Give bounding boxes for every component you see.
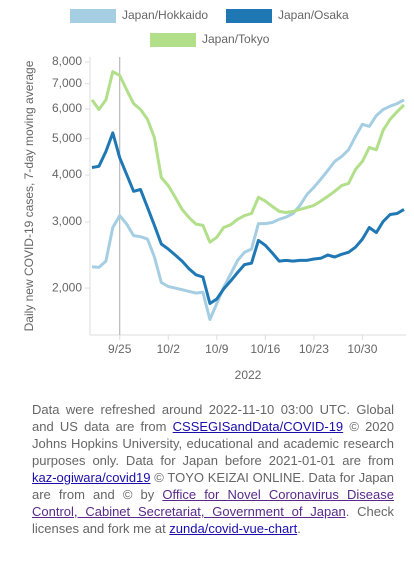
y-axis-label: Daily new COVID-19 cases, 7-day moving a… (22, 60, 36, 331)
y-tick-label: 3,000 (52, 214, 82, 228)
note-text: © TOYO KEIZAI ONLINE. Data for Japan are… (32, 470, 394, 502)
x-tick-label: 10/23 (299, 342, 329, 356)
source-link[interactable]: CSSEGISandData/COVID-19 (172, 419, 344, 434)
data-note: Data were refreshed around 2022-11-10 03… (32, 401, 394, 537)
legend-swatch (70, 9, 116, 23)
legend-label: Japan/Osaka (278, 8, 349, 22)
x-tick-label: 10/30 (347, 342, 377, 356)
note-text: . (297, 521, 301, 536)
source-link[interactable]: kaz-ogiwara/covid19 (32, 470, 151, 485)
x-tick-label: 10/9 (205, 342, 229, 356)
y-tick-label: 7,000 (52, 76, 82, 90)
y-tick-label: 2,000 (52, 280, 82, 294)
x-tick-label: 10/16 (250, 342, 280, 356)
y-tick-label: 5,000 (52, 131, 82, 145)
legend-label: Japan/Tokyo (202, 32, 270, 46)
x-tick-label: 9/25 (108, 342, 132, 356)
y-tick-label: 4,000 (52, 167, 82, 181)
series-line (90, 70, 406, 244)
y-tick-label: 6,000 (52, 101, 82, 115)
series-line (91, 98, 405, 321)
y-tick-label: 8,000 (52, 54, 82, 68)
source-link[interactable]: Office for Novel Coronavirus Disease Con… (32, 487, 394, 519)
source-link[interactable]: zunda/covid-vue-chart (169, 521, 298, 536)
note-text: Data were refreshed around 2022-11-10 03… (32, 402, 394, 434)
x-tick-label: 10/2 (157, 342, 181, 356)
legend-swatch (226, 9, 272, 23)
note-text: . Check licenses and fork me at (32, 504, 395, 536)
series-line (91, 131, 405, 305)
legend-label: Japan/Hokkaido (122, 8, 208, 22)
x-axis-label: 2022 (235, 368, 262, 382)
chart: Japan/Hokkaido Japan/Osaka Japan/Tokyo 2,00… (22, 8, 406, 382)
legend-swatch (150, 33, 196, 47)
note-text: © 2020 Johns Hopkins University, educati… (32, 419, 394, 468)
